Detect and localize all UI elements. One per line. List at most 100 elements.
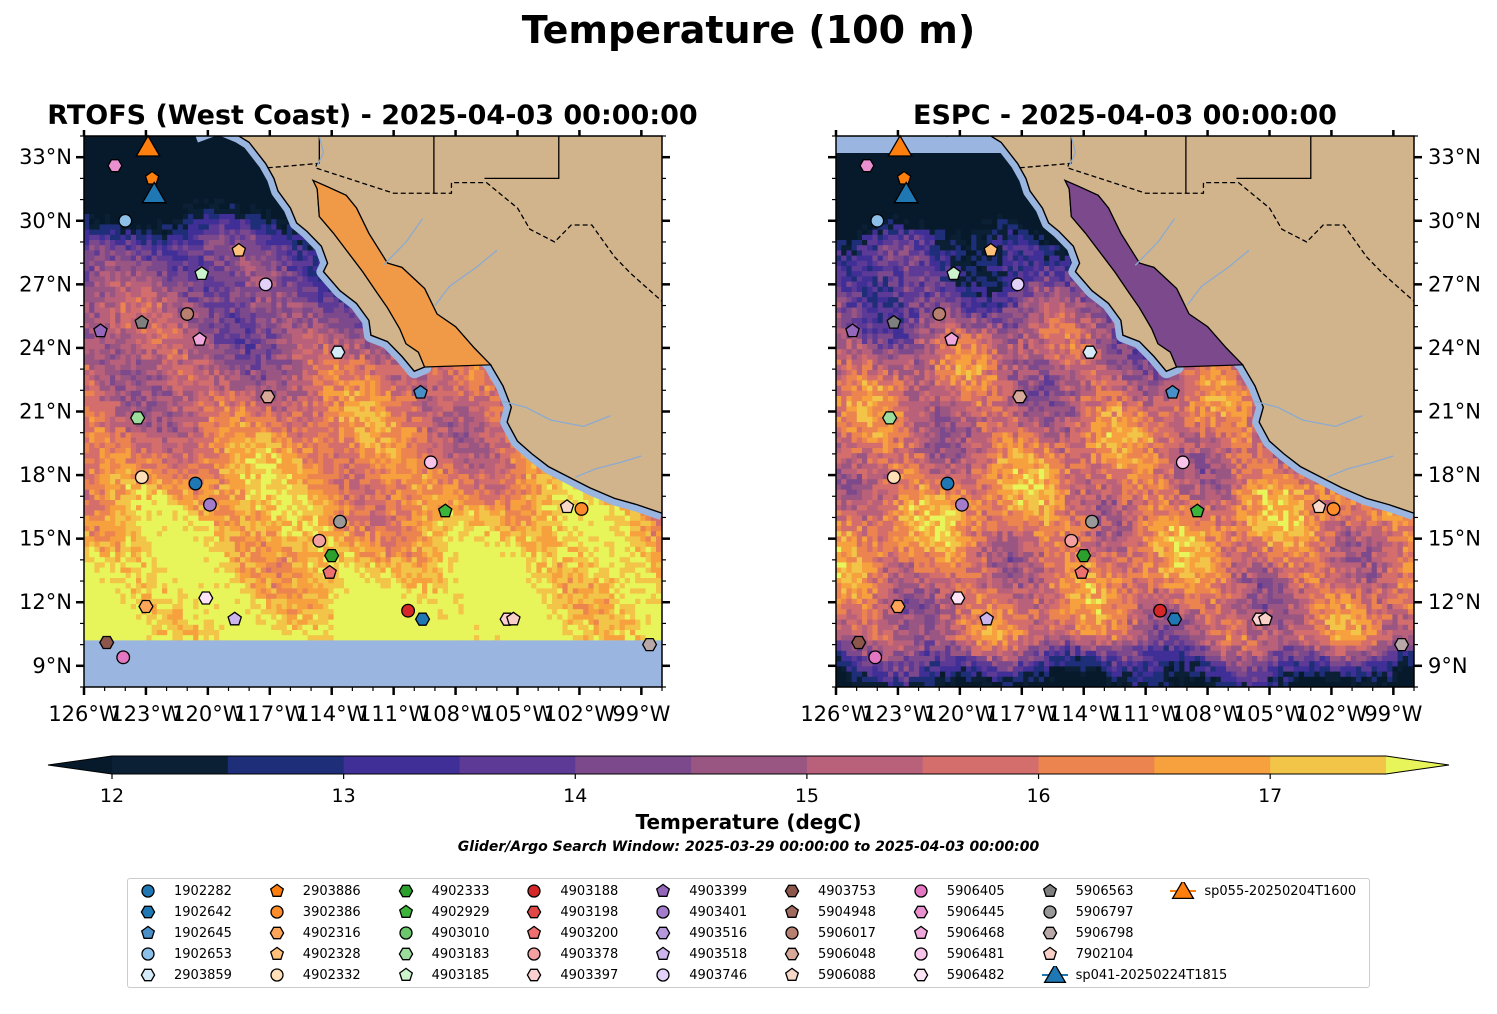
platform-5906405[interactable] [868, 650, 883, 665]
hexagon-icon[interactable] [784, 884, 800, 898]
platform-5906481[interactable] [423, 455, 438, 470]
platform-4902328[interactable] [231, 242, 247, 257]
platform-5906798[interactable] [1393, 637, 1410, 652]
platform-4903188[interactable] [1153, 603, 1168, 618]
platform-4903753[interactable] [99, 635, 115, 650]
hexagon-icon[interactable] [784, 947, 800, 961]
circle-icon[interactable] [141, 884, 155, 898]
hexagon-icon[interactable] [398, 947, 413, 961]
hexagon-icon[interactable] [655, 926, 671, 940]
hexagon-icon[interactable] [269, 926, 285, 940]
platform-5906445[interactable] [107, 159, 123, 173]
espc-map[interactable]: 126°W123°W120°W117°W114°W111°W108°W105°W… [0, 0, 1497, 740]
platform-5906468[interactable] [192, 331, 207, 346]
platform-4903753[interactable] [851, 635, 867, 650]
platform-4902316[interactable] [890, 599, 906, 614]
platform-5906797[interactable] [333, 514, 347, 529]
pentagon-icon[interactable] [913, 925, 928, 939]
pentagon-icon[interactable] [527, 925, 542, 939]
platform-4903200[interactable] [322, 564, 337, 579]
platform-4902333[interactable] [1076, 548, 1092, 563]
hexagon-icon[interactable] [913, 905, 929, 919]
platform-3902386[interactable] [1326, 502, 1341, 516]
platform-5906017[interactable] [932, 307, 947, 321]
platform-4902929[interactable] [437, 503, 453, 518]
platform-1902653[interactable] [118, 213, 133, 228]
platform-sp041-20250224T1815[interactable] [893, 181, 920, 204]
platform-4903200[interactable] [1074, 564, 1089, 579]
pentagon-icon[interactable] [1042, 946, 1057, 960]
platform-4902929[interactable] [1189, 503, 1205, 518]
platform-5906563[interactable] [134, 314, 150, 329]
platform-2903886[interactable] [896, 170, 912, 185]
platform-5906482[interactable] [950, 591, 966, 605]
platform-5906445[interactable] [859, 159, 875, 173]
platform-2903859[interactable] [1082, 345, 1098, 359]
platform-4902316[interactable] [138, 599, 154, 614]
platform-2903886[interactable] [144, 170, 160, 185]
platform-3902386[interactable] [574, 502, 589, 516]
pentagon-icon[interactable] [1042, 883, 1057, 897]
circle-icon[interactable] [914, 947, 928, 961]
platform-2903859[interactable] [330, 345, 346, 359]
platform-4902333[interactable] [324, 548, 340, 563]
hexagon-icon[interactable] [140, 905, 156, 919]
platform-5906088[interactable] [559, 499, 575, 514]
platform-4903378[interactable] [1064, 533, 1079, 548]
platform-7902104[interactable] [506, 611, 521, 626]
platform-7902104[interactable] [1258, 611, 1273, 626]
circle-icon[interactable] [1042, 905, 1057, 919]
circle-icon[interactable] [656, 905, 670, 919]
platform-1902642[interactable] [1166, 612, 1183, 626]
platform-5906563[interactable] [886, 314, 902, 329]
pentagon-icon[interactable] [269, 883, 284, 897]
circle-icon[interactable] [527, 947, 542, 961]
pentagon-icon[interactable] [398, 904, 413, 918]
pentagon-icon[interactable] [656, 883, 671, 897]
circle-icon[interactable] [398, 926, 413, 940]
platform-4903399[interactable] [93, 323, 108, 338]
hexagon-icon[interactable] [527, 968, 542, 982]
hexagon-icon[interactable] [398, 884, 413, 898]
platform-4902328[interactable] [983, 242, 999, 257]
platform-5906405[interactable] [116, 650, 131, 665]
platform-5906017[interactable] [180, 307, 195, 321]
circle-icon[interactable] [270, 905, 284, 919]
platform-1902282[interactable] [188, 476, 203, 491]
pentagon-icon[interactable] [269, 946, 284, 960]
platform-4903746[interactable] [258, 277, 273, 292]
platform-4903746[interactable] [1010, 277, 1025, 292]
triangle-icon[interactable] [1171, 882, 1195, 900]
hexagon-icon[interactable] [1042, 926, 1057, 940]
platform-4902332[interactable] [134, 470, 149, 485]
platform-4903518[interactable] [979, 611, 995, 626]
pentagon-icon[interactable] [784, 967, 800, 981]
pentagon-icon[interactable] [784, 904, 800, 918]
platform-1902645[interactable] [1165, 384, 1180, 399]
platform-4902332[interactable] [886, 470, 901, 485]
platform-1902645[interactable] [413, 384, 428, 399]
platform-4903185[interactable] [194, 265, 210, 281]
rtofs-map[interactable]: 126°W123°W120°W117°W114°W111°W108°W105°W… [0, 0, 1497, 740]
triangle-icon[interactable] [1043, 966, 1067, 984]
platform-4903401[interactable] [954, 497, 969, 512]
platform-5906048[interactable] [260, 390, 276, 404]
circle-icon[interactable] [270, 968, 284, 982]
circle-icon[interactable] [527, 884, 542, 898]
circle-icon[interactable] [656, 968, 670, 982]
platform-5906482[interactable] [198, 591, 214, 605]
hexagon-icon[interactable] [913, 968, 929, 982]
platform-5906048[interactable] [1012, 390, 1028, 404]
platform-4903185[interactable] [946, 265, 962, 281]
platform-4903399[interactable] [845, 323, 860, 338]
pentagon-icon[interactable] [656, 946, 671, 960]
platform-4903378[interactable] [312, 533, 327, 548]
platform-5906468[interactable] [944, 331, 959, 346]
platform-4903518[interactable] [227, 611, 243, 626]
platform-5906798[interactable] [641, 637, 658, 652]
pentagon-icon[interactable] [140, 925, 156, 939]
platform-5906088[interactable] [1311, 499, 1327, 514]
platform-5906797[interactable] [1085, 514, 1099, 529]
pentagon-icon[interactable] [398, 967, 413, 981]
circle-icon[interactable] [141, 947, 155, 961]
